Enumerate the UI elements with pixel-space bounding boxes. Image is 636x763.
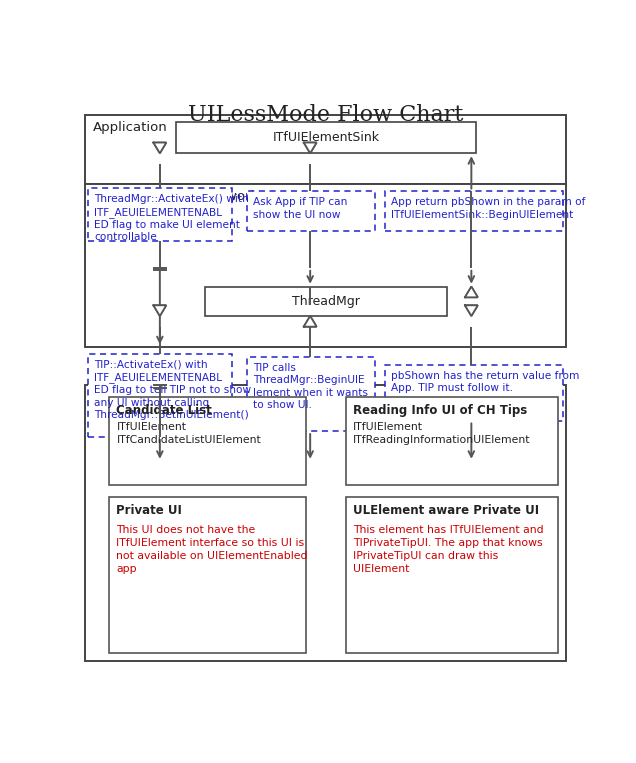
Text: ULElement aware Private UI: ULElement aware Private UI [353,504,539,517]
Text: Ask App if TIP can
show the UI now: Ask App if TIP can show the UI now [253,198,347,220]
Text: UILessMode Flow Chart: UILessMode Flow Chart [188,105,464,127]
Text: Private UI: Private UI [116,504,183,517]
Text: Text Services Framework: Text Services Framework [93,190,258,203]
Polygon shape [465,305,478,316]
Bar [346,397,558,485]
Text: This element has ITfUIElement and
TIPrivateTipUI. The app that knows
IPrivateTip: This element has ITfUIElement and TIPriv… [353,525,544,574]
Bar [385,192,562,231]
Text: ITfUIElement: ITfUIElement [116,422,186,432]
Text: ITfUIElement: ITfUIElement [353,422,423,432]
Polygon shape [153,143,166,153]
Text: pbShown has the return value from
App. TIP must follow it.: pbShown has the return value from App. T… [391,371,579,393]
Text: TIP: TIP [93,391,113,404]
Bar [205,287,446,316]
Text: Candidate List: Candidate List [116,404,212,417]
Text: ITfCandidateListUIElement: ITfCandidateListUIElement [116,435,261,445]
Text: Reading Info UI of CH Tips: Reading Info UI of CH Tips [353,404,527,417]
Text: This UI does not have the
ITfUIElement interface so this UI is
not available on : This UI does not have the ITfUIElement i… [116,525,308,574]
Bar [88,353,232,437]
Text: TIP calls
ThreadMgr::BeginUIE
lement when it wants
to show UI.: TIP calls ThreadMgr::BeginUIE lement whe… [253,363,368,410]
Text: ThreadMgr::ActivateEx() with
ITF_AEUIELEMENTENABL
ED flag to make UI element
con: ThreadMgr::ActivateEx() with ITF_AEUIELE… [94,195,249,243]
Bar [176,122,476,153]
Bar [109,497,307,652]
Polygon shape [304,316,317,327]
Text: TIP::ActivateEx() with
ITF_AEUIELEMENTENABL
ED flag to tell TIP not to show
any : TIP::ActivateEx() with ITF_AEUIELEMENTEN… [94,359,251,420]
Text: Application: Application [93,121,167,134]
Bar [346,497,558,652]
Bar [385,365,562,420]
Bar [109,397,307,485]
Text: ITfReadingInformationUIElement: ITfReadingInformationUIElement [353,435,530,445]
Polygon shape [304,143,317,153]
Bar [247,357,375,431]
Polygon shape [465,287,478,298]
Bar [88,188,232,241]
Text: ITfUIElementSink: ITfUIElementSink [272,131,380,144]
Bar [85,385,567,662]
Bar [85,185,567,347]
Bar [85,115,567,185]
Bar [247,192,375,231]
Polygon shape [153,305,166,316]
Text: App return pbShown in the param of
ITfUIElementSink::BeginUIElement: App return pbShown in the param of ITfUI… [391,198,585,220]
Text: ThreadMgr: ThreadMgr [292,295,360,307]
